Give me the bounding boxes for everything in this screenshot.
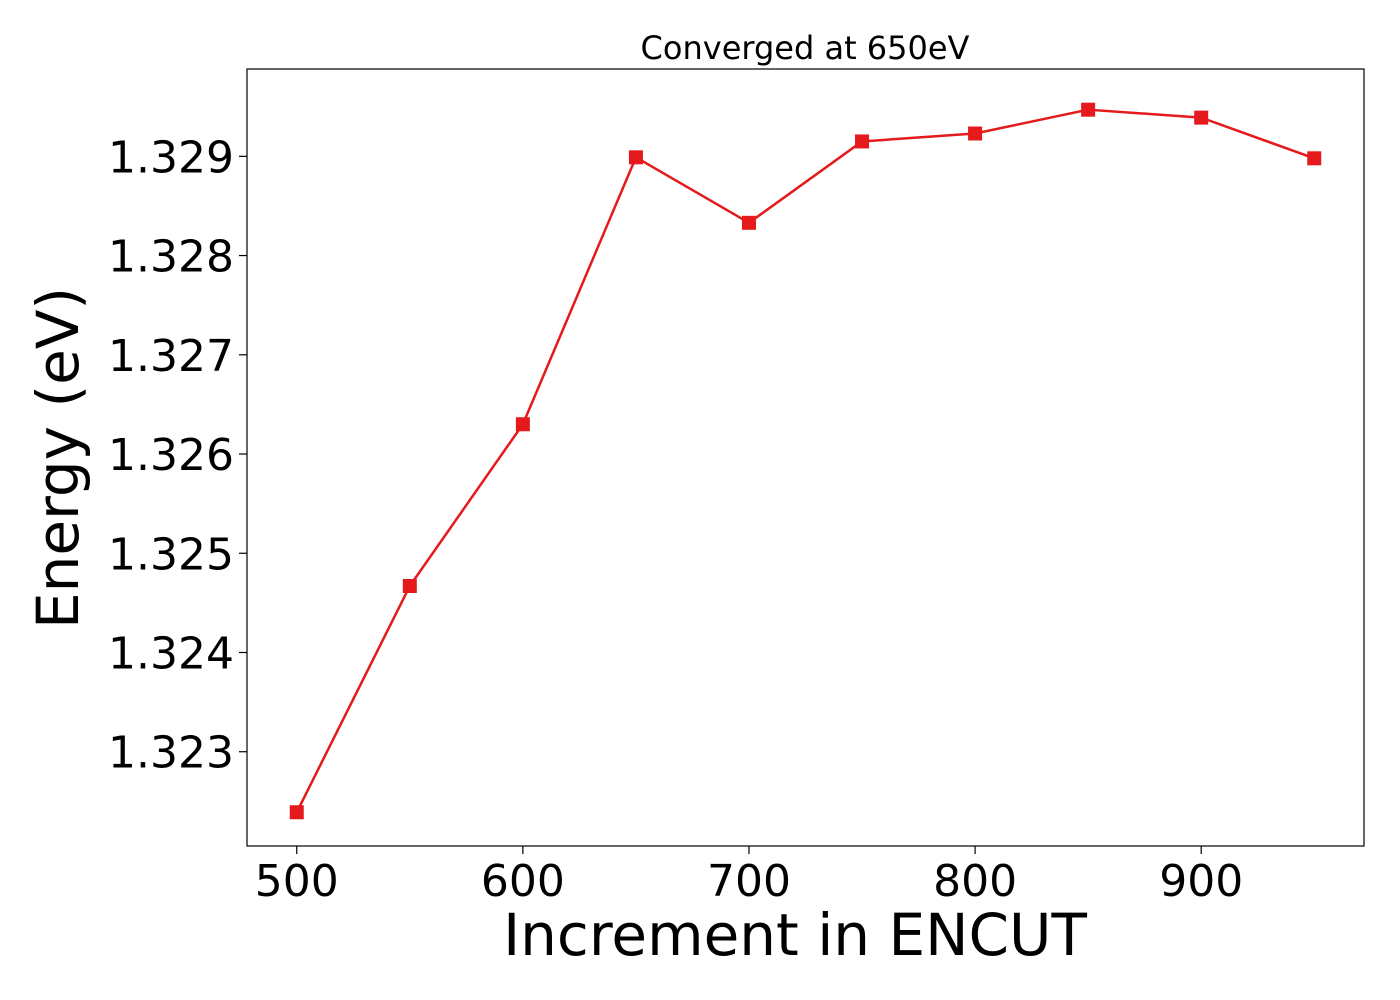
data-point [289, 805, 304, 820]
x-tick-label: 800 [933, 856, 1017, 907]
x-tick-label: 900 [1159, 856, 1243, 907]
chart-title: Converged at 650eV [641, 29, 970, 67]
data-point [402, 579, 417, 594]
data-point [1081, 102, 1096, 117]
x-tick-label: 500 [255, 856, 339, 907]
x-tick-label: 600 [481, 856, 565, 907]
y-tick-label: 1.329 [108, 132, 234, 183]
plot-area [246, 68, 1365, 847]
y-tick-label: 1.327 [108, 331, 234, 382]
y-tick-label: 1.325 [108, 529, 234, 580]
y-tick-label: 1.324 [108, 628, 234, 679]
series-line [295, 108, 1315, 813]
data-point [515, 417, 530, 432]
y-tick-label: 1.328 [108, 232, 234, 283]
data-point [968, 126, 983, 141]
data-point [628, 150, 643, 165]
data-point [1307, 151, 1322, 166]
y-axis-title: Energy (eV) [24, 287, 92, 629]
data-point [1194, 110, 1209, 125]
data-point [855, 134, 870, 149]
y-tick-label: 1.323 [108, 728, 234, 779]
data-point [741, 215, 756, 230]
x-axis: 500 600 700 800 900 [255, 846, 1243, 907]
series-layer [289, 102, 1322, 820]
y-tick-label: 1.326 [108, 430, 234, 481]
x-tick-label: 700 [707, 856, 791, 907]
x-axis-title: Increment in ENCUT [503, 901, 1087, 969]
y-axis: 1.323 1.324 1.325 1.326 1.327 1.328 1.329 [108, 132, 247, 779]
